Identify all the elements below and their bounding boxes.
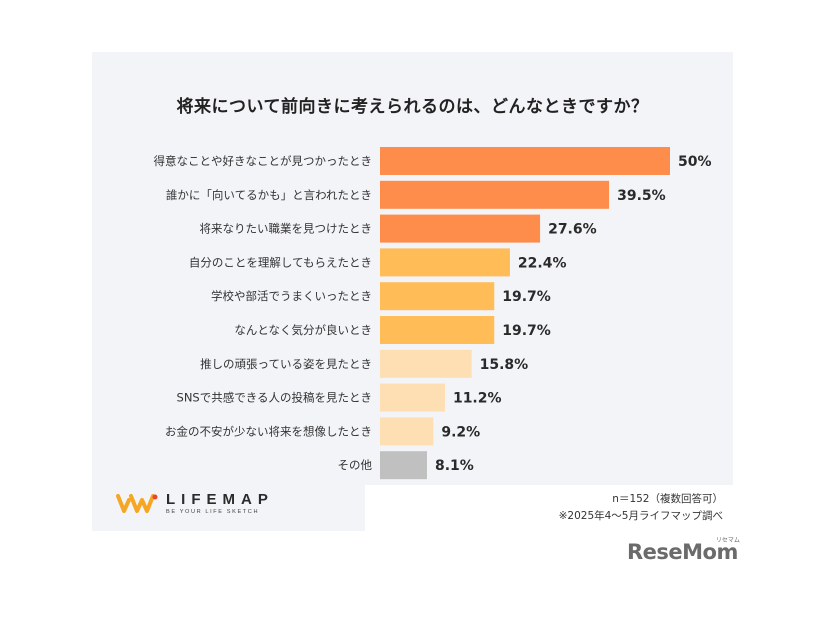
bar [380,316,495,344]
value-label: 8.1% [435,458,474,474]
bar [380,214,541,243]
bar [380,383,445,412]
category-label: 誰かに「向いてるかも」と言われたとき [166,188,372,202]
lifemap-logo: LIFEMAP BE YOUR LIFE SKETCH [116,492,274,518]
value-label: 9.2% [441,424,480,440]
bar [380,180,610,209]
chart-title: 将来について前向きに考えられるのは、どんなときですか？ [176,97,649,117]
chart-card: 将来について前向きに考えられるのは、どんなときですか？ 得意なことや好きなことが… [92,52,733,531]
value-label: 50% [678,154,712,170]
category-label: 自分のことを理解してもらえたとき [189,255,372,269]
value-label: 19.7% [502,323,551,339]
category-label: その他 [338,458,373,472]
brand-name: LIFEMAP [166,491,274,508]
value-label: 39.5% [617,188,666,204]
value-label: 19.7% [502,289,551,305]
resemom-logo: ReseMom リセマム [627,537,740,564]
sample-note: n＝152（複数回答可） [612,493,723,505]
value-label: 11.2% [453,391,502,407]
source-note: ※2025年4～5月ライフマップ調べ [558,510,723,522]
category-label: 学校や部活でうまくいったとき [211,289,372,303]
category-label: 将来なりたい職業を見つけたとき [200,222,373,236]
bar [380,417,434,446]
category-label: なんとなく気分が良いとき [234,323,372,337]
bar [380,451,427,480]
resemom-logo-text: ReseMom [627,540,738,564]
bar-chart: 得意なことや好きなことが見つかったとき 50% 誰かに「向いてるかも」と言われたとき… [154,147,712,480]
bar [380,147,670,175]
bar [380,349,472,378]
notes-box: n＝152（複数回答可） ※2025年4～5月ライフマップ調べ [365,485,733,531]
bar [380,248,510,277]
value-label: 27.6% [548,222,597,238]
category-label: お金の不安が少ない将来を想像したとき [165,424,372,438]
resemom-logo-kana: リセマム [715,537,740,544]
brand-tagline: BE YOUR LIFE SKETCH [166,509,260,515]
category-label: SNSで共感できる人の投稿を見たとき [177,391,372,405]
category-label: 得意なことや好きなことが見つかったとき [154,154,373,168]
value-label: 15.8% [480,357,529,373]
bar [380,282,495,311]
lifemap-logo-icon [116,494,158,513]
category-label: 推しの頑張っている姿を見たとき [200,357,372,371]
value-label: 22.4% [518,255,567,271]
